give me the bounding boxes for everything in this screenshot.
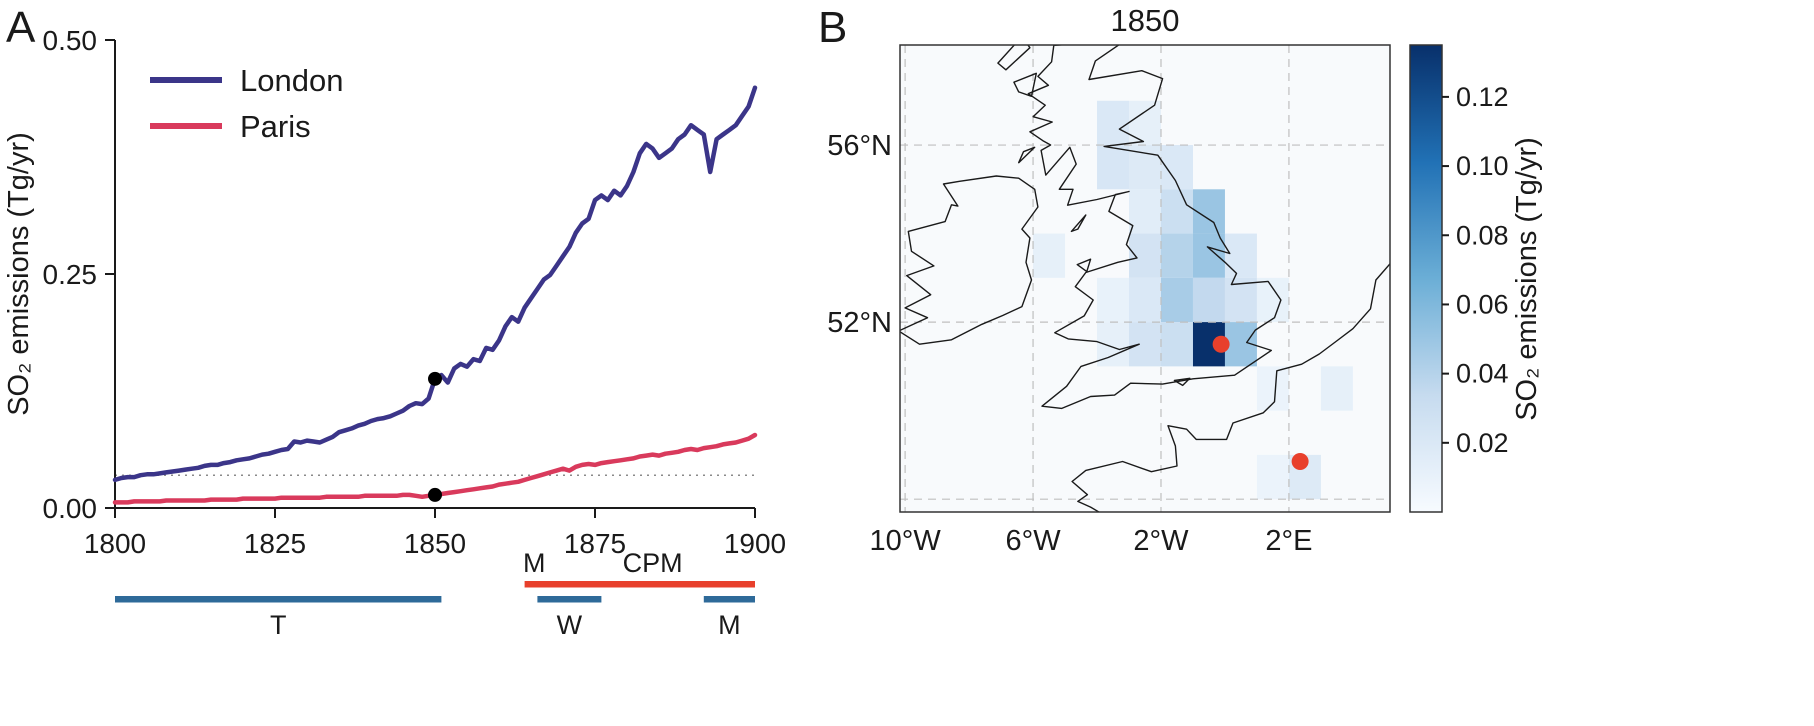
lat-tick-label: 56°N — [827, 130, 892, 162]
colorbar-frame — [1409, 44, 1443, 513]
coastline-island — [1070, 214, 1087, 233]
emission-cell — [1160, 189, 1193, 234]
colorbar-label: SO₂ emissions (Tg/yr) — [1511, 137, 1543, 421]
timeline-bar-t — [115, 596, 442, 603]
timeline-bar-m — [703, 596, 755, 603]
emission-cell — [1033, 233, 1066, 278]
y-axis-label: SO₂ emissions (Tg/yr) — [3, 132, 35, 416]
emission-cell — [1160, 322, 1193, 367]
emission-cell — [1129, 189, 1161, 234]
legend-label-paris: Paris — [240, 109, 311, 144]
x-tick-label: 1800 — [84, 528, 146, 559]
lon-tick-label: 2°W — [1133, 525, 1189, 557]
coastline-ireland — [900, 175, 1039, 345]
panel-a-letter: A — [6, 3, 36, 52]
colorbar-tick-label: 0.08 — [1456, 220, 1509, 250]
line-chart-plot-area: 0.00 0.25 0.50 1800 1825 1850 1875 1900 T M CPM W M — [43, 25, 787, 640]
emission-cell — [1160, 233, 1193, 278]
coastline-island — [1013, 72, 1037, 97]
timeline-bar-label: M — [718, 610, 741, 640]
emission-cell — [1192, 277, 1225, 323]
lon-tick-label: 2°E — [1265, 525, 1312, 557]
emission-cell — [1320, 366, 1353, 411]
emission-cell — [1256, 454, 1289, 500]
colorbar-tick-label: 0.10 — [1456, 151, 1509, 181]
y-tick-label: 0.25 — [43, 259, 98, 290]
emission-cell — [1192, 189, 1225, 234]
map-plot-area: 56°N 52°N 10°W 6°W 2°W 2°E 0.02 0.04 0.06 0.08 0.1… — [827, 44, 1509, 557]
map-title: 1850 — [1111, 3, 1180, 38]
emission-cell — [1097, 277, 1130, 323]
timeline-bar-label: CPM — [623, 548, 683, 578]
coastline-island — [1076, 258, 1092, 273]
emission-cell — [1129, 322, 1161, 367]
timeline-bar-label: M — [523, 548, 546, 578]
map-frame — [899, 44, 1391, 513]
emissions-line-chart: A SO₂ emissions (Tg/yr) London Paris 0.0… — [3, 3, 787, 640]
emission-cell — [1224, 233, 1257, 278]
marker-paris-1850 — [428, 487, 442, 502]
series-line-london — [112, 85, 758, 483]
panel-a: A SO₂ emissions (Tg/yr) London Paris 0.0… — [0, 0, 800, 726]
emission-cell — [1256, 277, 1289, 323]
emissions-map: B 1850 SO₂ emissions (Tg/yr) 56°N 52°N 10°… — [818, 3, 1543, 557]
x-tick-label: 1850 — [404, 528, 466, 559]
lon-tick-label: 6°W — [1006, 525, 1062, 557]
coastline-island — [1018, 146, 1036, 164]
emission-cell — [1160, 277, 1193, 323]
y-tick-label: 0.50 — [43, 25, 98, 56]
city-marker-paris — [1291, 453, 1309, 471]
panel-b: B 1850 SO₂ emissions (Tg/yr) 56°N 52°N 10°… — [800, 0, 1814, 726]
coastline-great-britain — [1027, 45, 1282, 410]
timeline-bar-w — [537, 596, 602, 603]
lat-tick-label: 52°N — [827, 307, 892, 339]
timeline-bar-label: W — [557, 610, 583, 640]
timeline-bar-cpm — [524, 581, 755, 588]
coastline-continent — [1071, 262, 1390, 512]
emission-cell — [1192, 233, 1225, 278]
x-tick-label: 1875 — [564, 528, 626, 559]
x-tick-label: 1825 — [244, 528, 306, 559]
colorbar-tick-label: 0.04 — [1456, 359, 1509, 389]
lon-tick-label: 10°W — [870, 525, 942, 557]
city-marker-london — [1212, 335, 1230, 353]
panel-b-letter: B — [818, 3, 847, 52]
marker-london-1850 — [428, 371, 442, 386]
emission-cell — [1129, 277, 1161, 323]
emission-cell — [1097, 100, 1130, 146]
emission-cell — [1129, 233, 1161, 278]
y-tick-label: 0.00 — [43, 493, 98, 524]
emission-cell — [1129, 100, 1161, 146]
map-canvas — [900, 45, 1390, 512]
colorbar — [1410, 45, 1442, 512]
emission-cell — [1224, 277, 1257, 323]
colorbar-tick-label: 0.12 — [1456, 82, 1509, 112]
x-tick-label: 1900 — [724, 528, 786, 559]
emission-cell — [1097, 145, 1130, 190]
timeline-bar-label: T — [270, 610, 287, 640]
colorbar-tick-label: 0.06 — [1456, 289, 1509, 319]
legend-label-london: London — [240, 63, 343, 98]
colorbar-tick-label: 0.02 — [1456, 428, 1509, 458]
legend: London Paris — [150, 63, 343, 144]
coastline-island — [1173, 377, 1191, 387]
